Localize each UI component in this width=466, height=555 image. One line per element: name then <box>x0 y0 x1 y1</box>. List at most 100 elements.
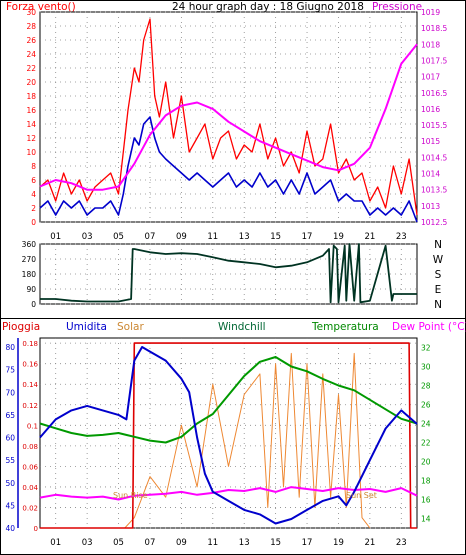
pressure-y-tick-1017: 1017 <box>421 73 440 82</box>
rain-y-tick-0.06: 0.06 <box>22 463 38 471</box>
rain-y-tick-0.04: 0.04 <box>22 484 38 492</box>
wind-plot-x-tick-03: 03 <box>82 232 93 242</box>
wind-plot-x-tick-13: 13 <box>239 232 250 242</box>
rain-humidity-temperature-plot: 01 03 05 07 09 11 13 15 17 19 21 23 0 0.02 0.04 0.06 0.0… <box>5 337 431 548</box>
wind-y-tick-4: 4 <box>31 190 36 199</box>
wind-plot-x-tick-23: 23 <box>396 232 407 242</box>
humidity-y-tick-60: 60 <box>5 434 15 443</box>
rain-plot-x-tick-13: 13 <box>239 538 250 548</box>
compass-label-4: N <box>434 299 442 311</box>
pressure-y-tick-1016.5: 1016.5 <box>421 89 447 98</box>
wind-y-tick-8: 8 <box>31 162 36 171</box>
windchill-label: Windchill <box>218 321 266 333</box>
direction-y-tick-180: 180 <box>22 270 37 279</box>
rain-plot-border <box>39 337 418 529</box>
wind-pressure-plot: 01 03 05 07 09 11 13 15 17 19 21 230246810121416182… <box>26 8 447 242</box>
humidity-y-tick-65: 65 <box>5 411 15 420</box>
pressure-y-tick-1019: 1019 <box>421 8 440 17</box>
rain-plot-x-tick-11: 11 <box>207 538 218 548</box>
rain-plot-x-tick-19: 19 <box>333 538 344 548</box>
rain-y-tick-0: 0 <box>34 525 38 533</box>
sunset-label: Sun Set <box>346 491 377 500</box>
wind-y-tick-6: 6 <box>31 176 36 185</box>
solar-label: Solar <box>117 321 144 333</box>
compass-label-3: E <box>435 284 442 296</box>
temperature-y-tick-30: 30 <box>421 363 431 372</box>
compass-label-0: N <box>434 239 442 251</box>
rain-y-tick-0.12: 0.12 <box>22 402 38 410</box>
rain-y-tick-0.14: 0.14 <box>22 381 38 389</box>
wind-plot-x-tick-17: 17 <box>302 232 313 242</box>
rain-plot-x-tick-15: 15 <box>270 538 281 548</box>
wind-plot-x-tick-05: 05 <box>113 232 124 242</box>
compass-label-2: S <box>435 269 442 281</box>
wind-panel-frame <box>0 0 466 319</box>
temperature-label: Temperatura <box>311 321 379 333</box>
wind-y-tick-2: 2 <box>31 204 36 213</box>
temperature-line <box>39 356 418 444</box>
rain-y-tick-0.1: 0.1 <box>27 422 38 430</box>
wind-y-tick-18: 18 <box>26 92 36 101</box>
wind-plot-x-tick-15: 15 <box>270 232 281 242</box>
direction-y-tick-90: 90 <box>26 285 36 294</box>
dewpoint-label: Dew Point (°C) <box>392 321 466 333</box>
rain-plot-x-tick-03: 03 <box>82 538 93 548</box>
humidity-y-tick-40: 40 <box>5 524 15 533</box>
pressure-label: Pressione <box>372 1 422 13</box>
sunrise-label: Sun Rise <box>113 491 148 500</box>
rain-line <box>40 342 417 529</box>
direction-y-tick-360: 360 <box>22 240 37 249</box>
temperature-y-tick-18: 18 <box>421 477 431 486</box>
humidity-label: Umidita <box>66 321 107 333</box>
rain-y-tick-0.16: 0.16 <box>22 361 38 369</box>
pressure-y-tick-1013.5: 1013.5 <box>421 186 447 195</box>
pressure-y-tick-1017.5: 1017.5 <box>421 56 447 65</box>
direction-y-tick-270: 270 <box>22 255 37 264</box>
wind-plot-x-tick-11: 11 <box>207 232 218 242</box>
temperature-y-tick-26: 26 <box>421 401 431 410</box>
direction-y-tick-0: 0 <box>31 300 36 309</box>
rain-panel-frame <box>0 318 466 555</box>
rain-plot-x-tick-01: 01 <box>50 538 61 548</box>
pressure-line <box>39 43 418 191</box>
wind-plot-x-tick-19: 19 <box>333 232 344 242</box>
humidity-y-tick-45: 45 <box>5 501 15 510</box>
temperature-y-tick-22: 22 <box>421 439 431 448</box>
temperature-y-tick-28: 28 <box>421 382 431 391</box>
humidity-y-tick-55: 55 <box>5 456 15 465</box>
wind-y-tick-26: 26 <box>26 36 36 45</box>
wind-label: Forza vento() <box>6 1 76 13</box>
rain-plot-x-tick-23: 23 <box>396 538 407 548</box>
wind-y-tick-28: 28 <box>26 22 36 31</box>
pressure-y-tick-1015.5: 1015.5 <box>421 121 447 130</box>
humidity-line <box>39 346 418 525</box>
wind-plot-x-tick-21: 21 <box>364 232 375 242</box>
humidity-y-tick-70: 70 <box>5 388 15 397</box>
temperature-y-tick-16: 16 <box>421 496 431 505</box>
rain-y-tick-0.08: 0.08 <box>22 443 38 451</box>
wind-y-tick-14: 14 <box>26 120 36 129</box>
wind-y-tick-30: 30 <box>26 8 36 17</box>
compass-label-1: W <box>433 254 444 266</box>
temperature-y-tick-24: 24 <box>421 420 431 429</box>
wind-direction-line <box>40 243 417 304</box>
rain-label: Pioggia <box>2 321 40 333</box>
humidity-y-tick-80: 80 <box>5 343 15 352</box>
wind-y-tick-22: 22 <box>26 64 36 73</box>
pressure-y-tick-1018.5: 1018.5 <box>421 24 447 33</box>
humidity-y-tick-75: 75 <box>5 366 15 375</box>
pressure-y-tick-1016: 1016 <box>421 105 440 114</box>
wind-y-tick-16: 16 <box>26 106 36 115</box>
humidity-y-tick-50: 50 <box>5 479 15 488</box>
pressure-y-tick-1014: 1014 <box>421 170 440 179</box>
rain-plot-x-tick-07: 07 <box>145 538 156 548</box>
pressure-y-tick-1013: 1013 <box>421 202 440 211</box>
pressure-y-tick-1014.5: 1014.5 <box>421 153 447 162</box>
wind-y-tick-12: 12 <box>26 134 36 143</box>
rain-plot-x-tick-05: 05 <box>113 538 124 548</box>
temperature-y-tick-20: 20 <box>421 458 431 467</box>
solar-line <box>124 352 371 529</box>
wind-plot-x-tick-01: 01 <box>50 232 61 242</box>
